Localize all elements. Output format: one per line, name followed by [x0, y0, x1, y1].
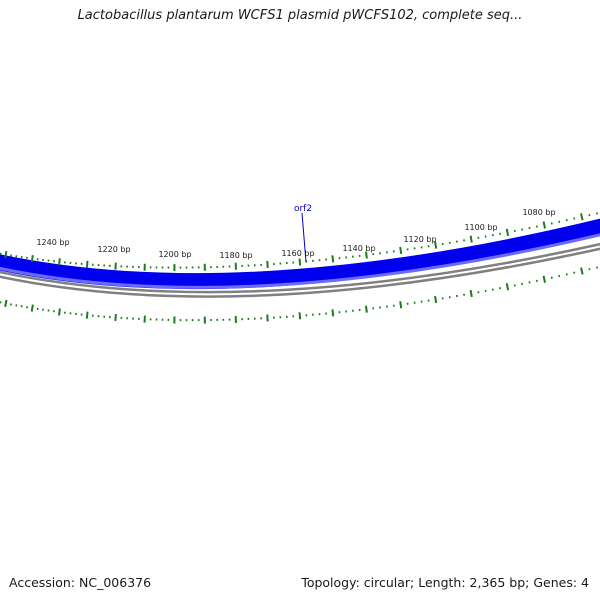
outer-tick: [331, 255, 335, 263]
ruler-label: 1160 bp: [281, 249, 314, 258]
ruler-label: 1220 bp: [97, 245, 130, 254]
inner-tick: [85, 311, 89, 319]
inner-tick: [542, 275, 547, 283]
outer-tick-ring: [0, 212, 599, 272]
inner-tick: [434, 295, 438, 304]
ruler-label: 1080 bp: [522, 208, 555, 217]
ruler-label: 1240 bp: [36, 238, 69, 247]
inner-tick: [4, 299, 8, 308]
outer-tick: [58, 258, 61, 266]
orf2-leader-line: [301, 212, 307, 263]
outer-tick: [85, 260, 89, 268]
gene-track-highlight: [0, 233, 600, 289]
outer-tick: [505, 228, 510, 237]
ruler-label: 1180 bp: [219, 251, 252, 260]
inner-tick: [399, 301, 403, 309]
inner-tick: [505, 283, 510, 291]
outer-tick: [30, 254, 34, 263]
gene-track-orf2[interactable]: [0, 218, 600, 290]
outer-tick: [469, 235, 473, 243]
inner-tick: [365, 305, 368, 313]
map-title: Lactobacillus plantarum WCFS1 plasmid pW…: [77, 8, 523, 23]
outer-tick: [434, 241, 438, 249]
ruler-labels: 1240 bp 1220 bp 1200 bp 1180 bp 1160 bp 1140 …: [36, 208, 555, 260]
inner-tick: [331, 309, 335, 317]
ruler-label: 1100 bp: [464, 223, 497, 232]
inner-tick-ring: [0, 266, 599, 324]
outer-tick: [580, 213, 584, 221]
outer-tick: [4, 251, 8, 259]
ruler-label: 1200 bp: [158, 250, 191, 259]
accession-text: Accession: NC_006376: [9, 575, 152, 590]
inner-tick: [469, 289, 473, 298]
outer-tick: [399, 246, 403, 255]
outer-tick: [364, 251, 368, 259]
sequence-backbone-inner: [0, 245, 600, 296]
ruler-label: 1120 bp: [403, 235, 436, 244]
outer-tick: [542, 221, 546, 229]
inner-tick: [580, 267, 584, 275]
orf2-label[interactable]: orf2: [294, 204, 312, 214]
inner-tick: [57, 308, 61, 316]
inner-tick: [298, 312, 302, 320]
summary-text: Topology: circular; Length: 2,365 bp; Ge…: [301, 575, 589, 590]
ruler-label: 1140 bp: [342, 244, 375, 253]
outer-tick: [298, 258, 302, 266]
inner-tick: [30, 304, 34, 312]
